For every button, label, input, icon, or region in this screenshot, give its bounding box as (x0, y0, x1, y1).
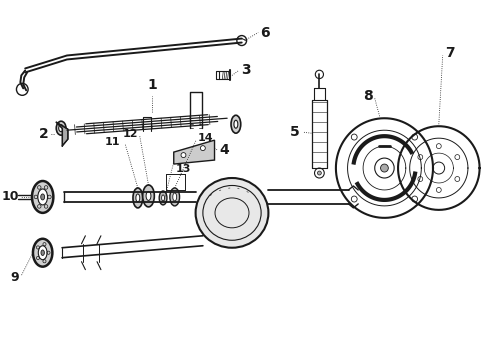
Text: 12: 12 (122, 129, 138, 139)
Text: 6: 6 (260, 26, 270, 40)
Circle shape (381, 164, 389, 172)
Ellipse shape (133, 188, 143, 208)
Ellipse shape (170, 188, 179, 206)
Text: 13: 13 (176, 164, 191, 174)
Polygon shape (174, 140, 215, 164)
Text: 14: 14 (198, 133, 214, 143)
Ellipse shape (38, 246, 47, 260)
Text: 10: 10 (2, 190, 20, 203)
Ellipse shape (59, 125, 64, 132)
Text: 2: 2 (39, 127, 49, 141)
Text: 9: 9 (11, 271, 20, 284)
Text: 4: 4 (220, 143, 229, 157)
Ellipse shape (146, 192, 151, 201)
Ellipse shape (231, 115, 241, 133)
Text: 7: 7 (444, 46, 454, 60)
Circle shape (181, 153, 186, 158)
Circle shape (318, 171, 321, 175)
Ellipse shape (162, 195, 165, 201)
Ellipse shape (41, 250, 45, 256)
Ellipse shape (173, 193, 177, 201)
Text: 8: 8 (363, 89, 373, 103)
Ellipse shape (196, 178, 269, 248)
Ellipse shape (159, 191, 167, 205)
Ellipse shape (136, 194, 140, 202)
Circle shape (200, 146, 205, 150)
Ellipse shape (56, 121, 66, 135)
Ellipse shape (234, 120, 238, 128)
Text: 11: 11 (105, 137, 121, 147)
Ellipse shape (41, 194, 45, 200)
Ellipse shape (143, 185, 154, 207)
Text: 1: 1 (147, 78, 157, 92)
Text: 5: 5 (290, 125, 300, 139)
Ellipse shape (33, 239, 52, 267)
Text: 3: 3 (241, 63, 250, 77)
Ellipse shape (32, 181, 53, 213)
Polygon shape (56, 122, 68, 146)
Ellipse shape (38, 189, 48, 205)
